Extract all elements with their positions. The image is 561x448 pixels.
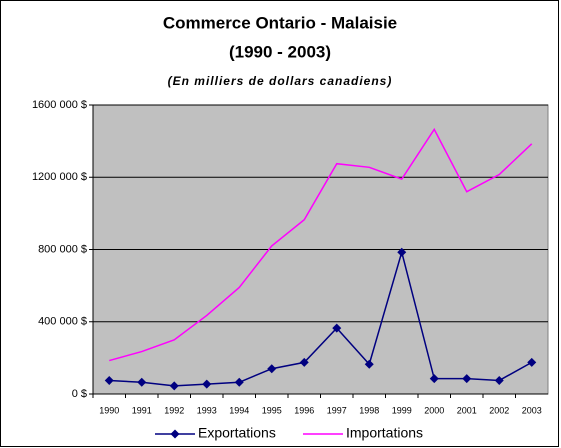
x-tick-label: 2000 [424,405,444,415]
x-tick-label: 1991 [132,405,152,415]
series-marker [494,375,504,385]
y-tick-label: 1200 000 $ [32,171,87,183]
x-tick-label: 2003 [522,405,542,415]
x-tick-label: 1993 [197,405,217,415]
legend-label: Importations [346,425,423,441]
series-marker [169,381,179,391]
x-tick-label: 1999 [392,405,412,415]
series-marker [137,377,147,387]
series-marker [234,377,244,387]
x-tick-label: 1990 [99,405,119,415]
series-marker [267,364,277,374]
y-tick-label: 400 000 $ [38,316,87,328]
series-marker [364,359,374,369]
x-tick-label: 2002 [489,405,509,415]
series-line [109,249,533,387]
series-marker [104,375,114,385]
x-tick-label: 2001 [457,405,477,415]
chart-annotation: (En milliers de dollars canadiens) [168,74,393,88]
x-tick-label: 1997 [327,405,347,415]
legend-marker [170,429,180,439]
x-tick-label: 1996 [294,405,314,415]
series-marker [527,357,537,367]
chart-subtitle: (1990 - 2003) [229,42,331,61]
chart-title: Commerce Ontario - Malaisie [163,13,397,32]
series-marker [397,247,407,257]
y-tick-label: 800 000 $ [38,243,87,255]
series-marker [202,379,212,389]
series-marker [462,374,472,384]
legend-label: Exportations [198,425,276,441]
x-tick-label: 1995 [262,405,282,415]
series-marker [299,357,309,367]
series-marker [332,323,342,333]
series-marker [429,374,439,384]
x-tick-label: 1998 [359,405,379,415]
series-line [109,127,533,362]
x-tick-label: 1994 [229,405,249,415]
y-tick-label: 1600 000 $ [32,99,87,111]
x-tick-label: 1992 [164,405,184,415]
y-tick-label: 0 $ [72,388,87,400]
